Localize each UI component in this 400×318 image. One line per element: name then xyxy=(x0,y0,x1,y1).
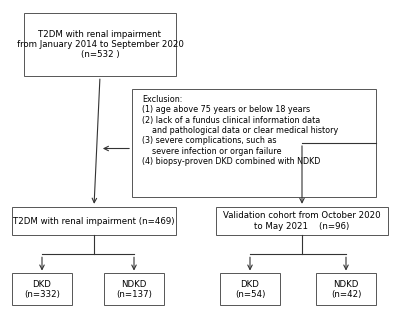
Text: DKD
(n=332): DKD (n=332) xyxy=(24,280,60,299)
FancyBboxPatch shape xyxy=(12,273,72,305)
FancyBboxPatch shape xyxy=(316,273,376,305)
Text: Validation cohort from October 2020
to May 2021    (n=96): Validation cohort from October 2020 to M… xyxy=(223,211,381,231)
FancyBboxPatch shape xyxy=(216,207,388,235)
FancyBboxPatch shape xyxy=(104,273,164,305)
Text: T2DM with renal impairment (n=469): T2DM with renal impairment (n=469) xyxy=(13,217,175,225)
Text: DKD
(n=54): DKD (n=54) xyxy=(235,280,265,299)
FancyBboxPatch shape xyxy=(24,13,176,76)
FancyBboxPatch shape xyxy=(12,207,176,235)
FancyBboxPatch shape xyxy=(220,273,280,305)
FancyBboxPatch shape xyxy=(132,89,376,197)
Text: T2DM with renal impairment
from January 2014 to September 2020
(n=532 ): T2DM with renal impairment from January … xyxy=(16,30,184,59)
Text: Exclusion:
(1) age above 75 years or below 18 years
(2) lack of a fundus clinica: Exclusion: (1) age above 75 years or bel… xyxy=(142,95,338,166)
Text: NDKD
(n=137): NDKD (n=137) xyxy=(116,280,152,299)
Text: NDKD
(n=42): NDKD (n=42) xyxy=(331,280,361,299)
